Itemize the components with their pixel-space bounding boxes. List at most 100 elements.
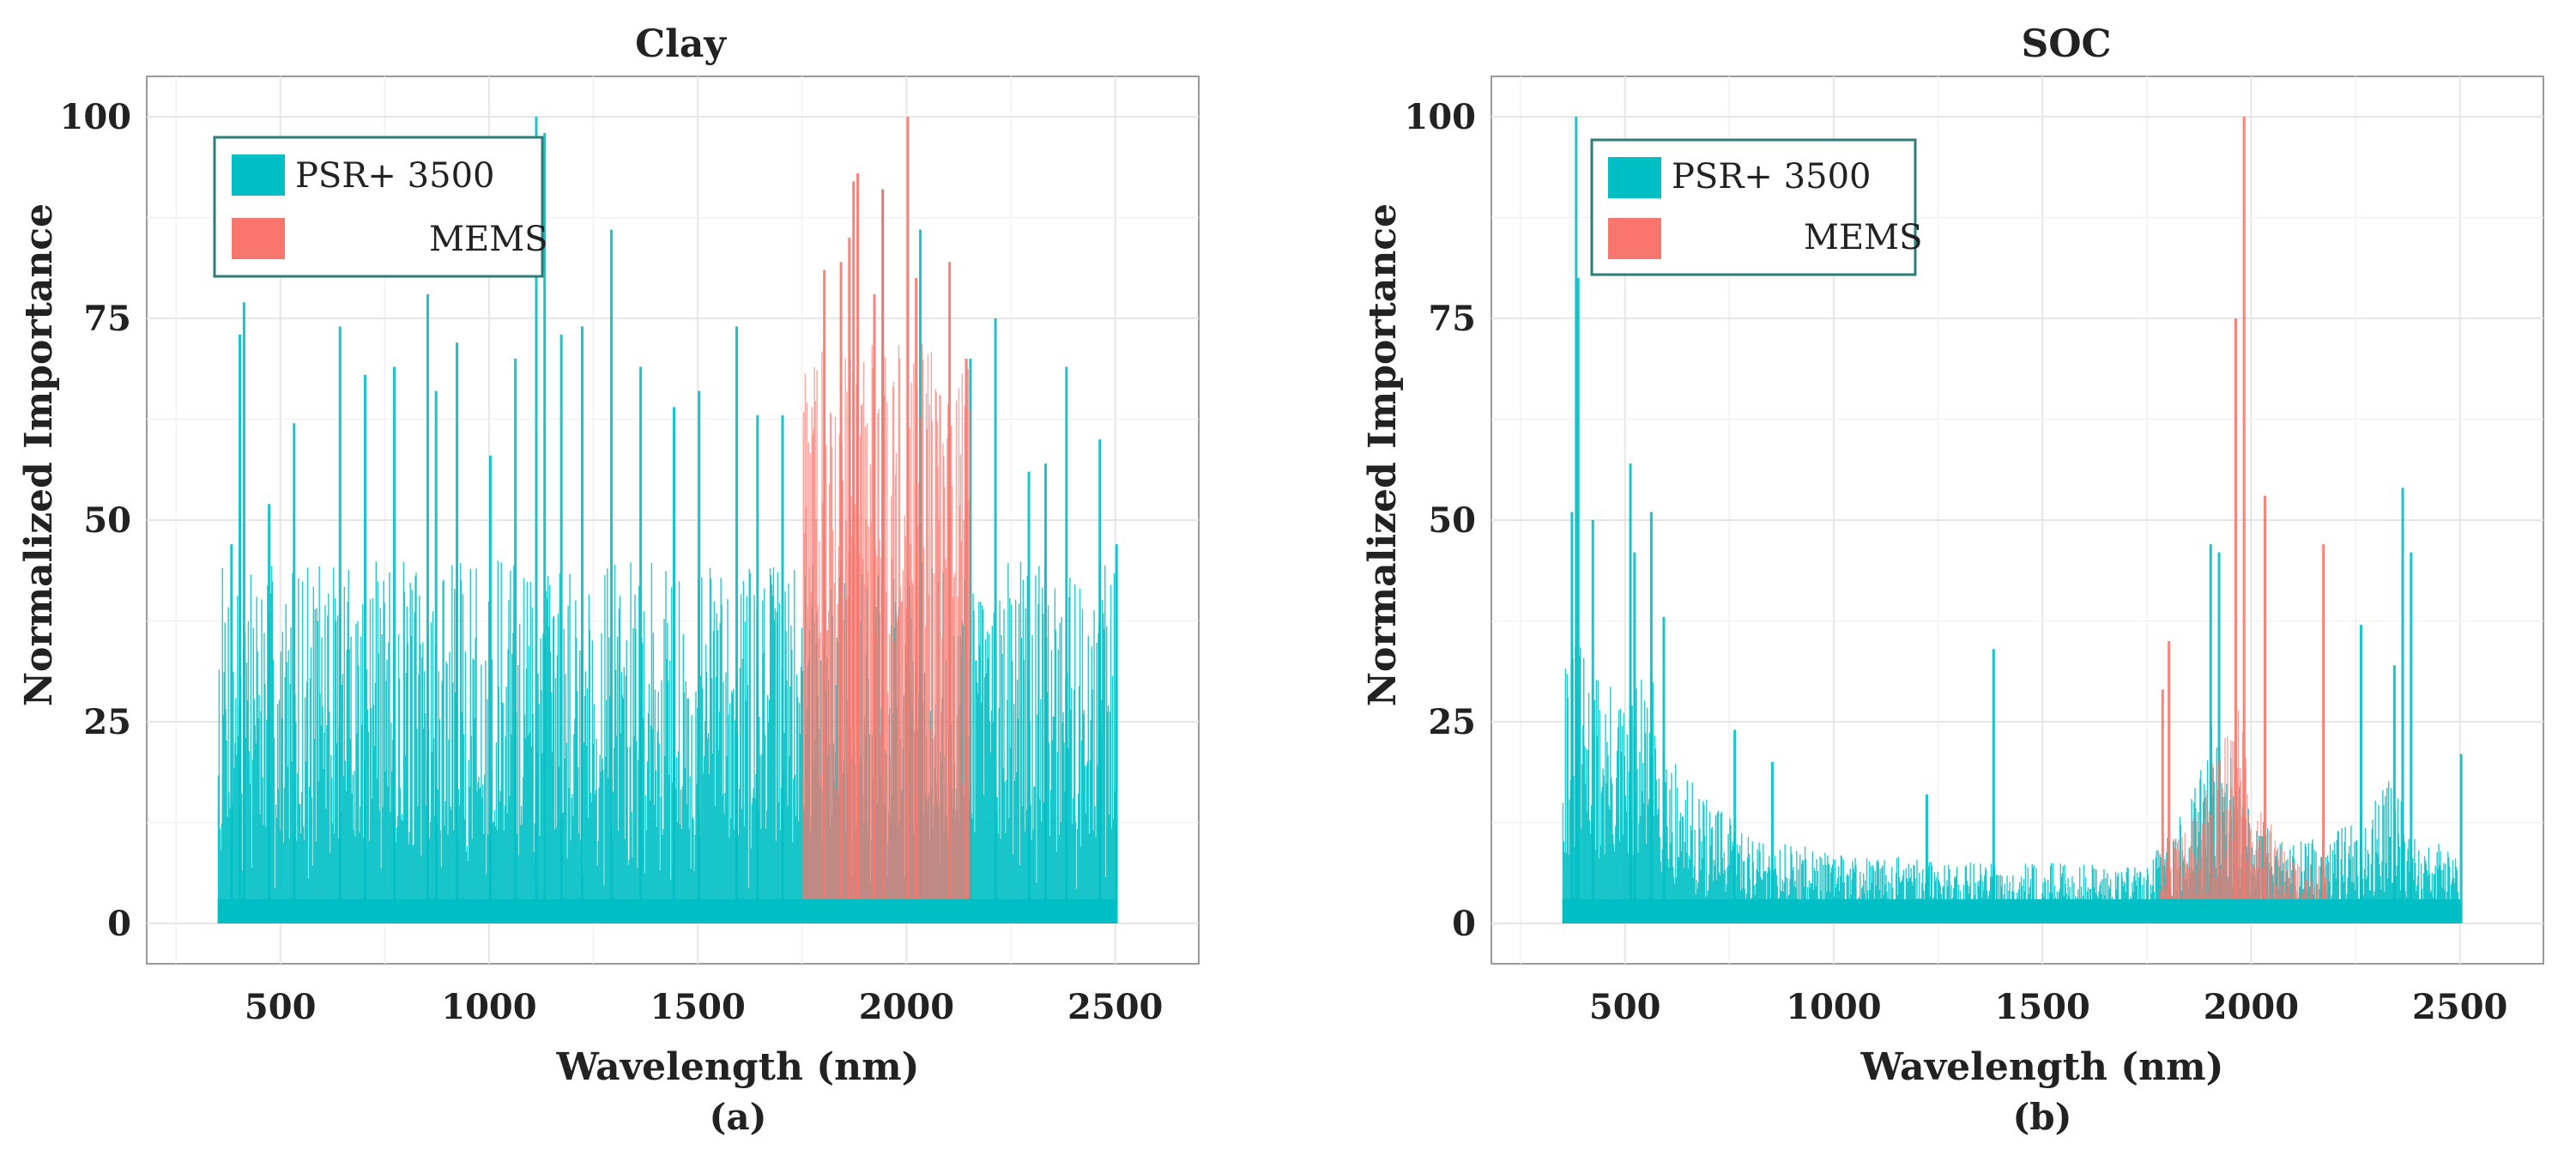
bar <box>2139 871 2141 923</box>
bar <box>383 580 384 923</box>
bar <box>384 772 386 923</box>
bar <box>821 351 823 924</box>
bar <box>314 608 316 923</box>
bar <box>1706 799 1708 923</box>
bar <box>743 826 746 923</box>
bar <box>412 845 414 923</box>
bar <box>299 803 301 923</box>
bar <box>258 694 260 923</box>
bar <box>778 602 780 923</box>
bar <box>2439 865 2440 923</box>
bar <box>517 855 520 923</box>
bar <box>476 791 478 923</box>
bar <box>2268 831 2271 923</box>
peak-bar <box>2161 689 2164 923</box>
bar <box>374 682 377 923</box>
bar <box>2213 867 2216 923</box>
bar <box>1764 870 1766 923</box>
bar <box>1648 799 1650 923</box>
bar <box>2319 866 2321 923</box>
bar <box>523 714 526 923</box>
bar <box>786 681 788 923</box>
bar <box>1022 579 1025 923</box>
bar <box>1567 697 1569 923</box>
peak-bar <box>456 342 459 923</box>
peak-bar <box>2234 318 2237 923</box>
bar <box>507 649 509 923</box>
bar <box>2205 795 2208 923</box>
bar <box>2192 818 2194 923</box>
bar <box>1655 779 1658 923</box>
bar <box>986 631 989 923</box>
peak-bar <box>856 172 860 924</box>
bar <box>2216 790 2218 923</box>
bar <box>2333 842 2336 923</box>
bar <box>493 821 495 923</box>
bar <box>329 711 330 923</box>
bar <box>512 632 514 923</box>
bar <box>1053 716 1055 923</box>
bar <box>253 699 255 923</box>
bar <box>817 605 819 923</box>
bar <box>555 827 558 923</box>
bar <box>439 830 441 923</box>
bar <box>978 602 980 923</box>
bar <box>404 755 407 923</box>
bar <box>1724 869 1726 923</box>
peak-bar <box>1633 552 1636 923</box>
bar <box>2400 802 2403 923</box>
bar <box>691 715 692 923</box>
bar <box>697 707 698 923</box>
bar <box>1872 868 1875 923</box>
bar <box>960 541 963 923</box>
bar <box>2035 868 2037 923</box>
bar <box>1684 799 1687 923</box>
bar <box>993 612 995 923</box>
bar <box>284 676 286 923</box>
bar <box>626 639 627 923</box>
bar <box>1049 836 1051 923</box>
bar <box>1105 626 1108 923</box>
bar <box>1616 750 1618 923</box>
bar <box>1916 859 1918 923</box>
bar <box>2309 866 2311 923</box>
bar <box>417 806 419 923</box>
bar <box>1614 850 1616 923</box>
bar <box>381 634 383 923</box>
bar <box>1710 828 1713 923</box>
bar <box>2455 867 2458 923</box>
bar <box>713 601 716 923</box>
bar <box>700 675 702 923</box>
bar <box>277 789 280 923</box>
bar <box>918 482 920 923</box>
bar <box>425 713 426 923</box>
bar <box>1743 860 1745 923</box>
bar <box>1622 834 1624 923</box>
bar <box>626 747 628 923</box>
bar <box>1610 687 1612 923</box>
peak-bar <box>994 318 997 923</box>
bar <box>2246 794 2248 923</box>
bar <box>1612 834 1614 923</box>
bar <box>804 373 807 924</box>
bar <box>234 742 236 923</box>
bar <box>1714 814 1717 923</box>
bar <box>366 669 368 923</box>
bar <box>924 626 927 923</box>
bar <box>1849 868 1851 923</box>
bar <box>827 629 829 923</box>
bar <box>1930 862 1932 923</box>
bar <box>2289 858 2291 923</box>
bar <box>496 830 499 923</box>
bar <box>1104 565 1106 923</box>
bar <box>523 578 525 923</box>
bar <box>805 506 807 923</box>
bar <box>2321 856 2323 923</box>
bar <box>592 744 594 923</box>
bar <box>1057 649 1059 923</box>
bar <box>570 840 571 923</box>
bar <box>1691 782 1693 923</box>
bar <box>1620 751 1623 923</box>
bar <box>444 801 446 923</box>
bar <box>415 572 417 923</box>
